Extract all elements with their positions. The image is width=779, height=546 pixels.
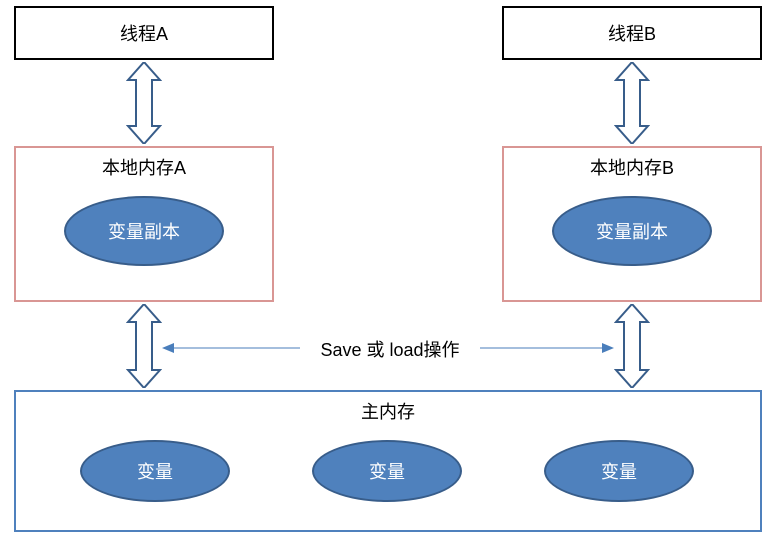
main-var-1-label: 变量 bbox=[369, 458, 405, 484]
main-var-0-label: 变量 bbox=[137, 458, 173, 484]
thread-a-label: 线程A bbox=[120, 20, 168, 46]
main-var-1: 变量 bbox=[312, 440, 462, 502]
arrow-local-a-main bbox=[126, 304, 162, 388]
arrow-thread-b-local bbox=[614, 62, 650, 144]
local-mem-b-ellipse: 变量副本 bbox=[552, 196, 712, 266]
local-mem-a-ellipse: 变量副本 bbox=[64, 196, 224, 266]
main-var-2: 变量 bbox=[544, 440, 694, 502]
main-var-2-label: 变量 bbox=[601, 458, 637, 484]
local-mem-a-ellipse-label: 变量副本 bbox=[108, 218, 180, 244]
thread-a-box: 线程A bbox=[14, 6, 274, 60]
operation-label: Save 或 load操作 bbox=[300, 336, 480, 362]
local-mem-b-ellipse-label: 变量副本 bbox=[596, 218, 668, 244]
arrow-local-b-main bbox=[614, 304, 650, 388]
arrow-thread-a-local bbox=[126, 62, 162, 144]
thread-b-label: 线程B bbox=[608, 20, 656, 46]
local-mem-a-title: 本地内存A bbox=[102, 154, 186, 180]
thread-b-box: 线程B bbox=[502, 6, 762, 60]
main-mem-title: 主内存 bbox=[361, 398, 415, 424]
local-mem-b-title: 本地内存B bbox=[590, 154, 674, 180]
main-var-0: 变量 bbox=[80, 440, 230, 502]
